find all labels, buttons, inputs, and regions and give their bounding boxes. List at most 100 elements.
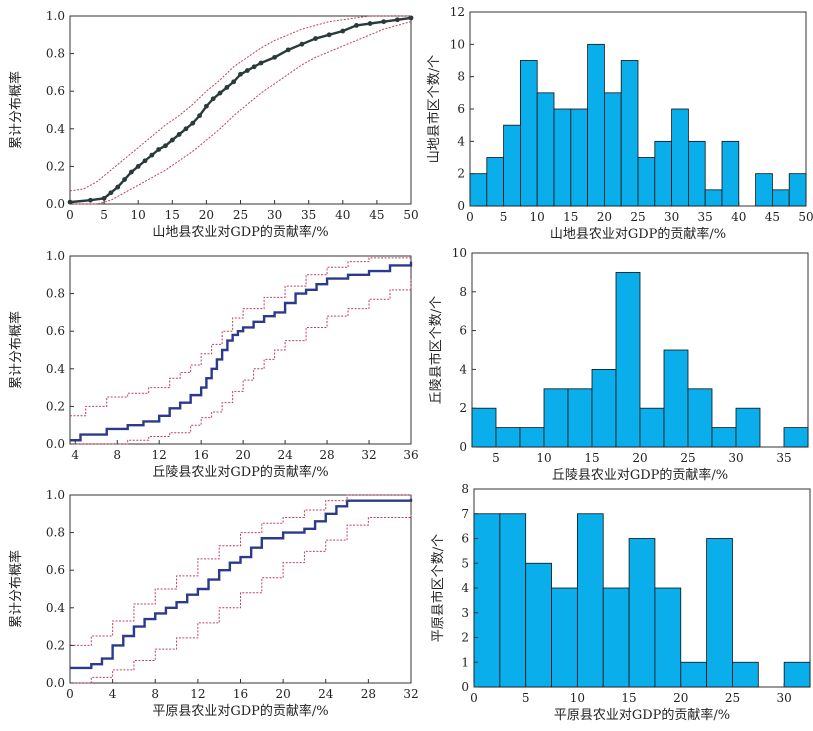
x-tick-label: 15 [584,451,599,465]
y-axis-label: 山地县市区个数/个 [426,55,442,163]
cdf-point [210,96,216,102]
x-tick-label: 20 [597,210,612,224]
histogram-bar [587,43,605,207]
x-tick-label: 35 [776,451,791,465]
x-tick-label: 5 [522,691,530,705]
histogram-bar [519,427,545,448]
cdf-point [128,169,134,175]
x-tick-label: 32 [403,687,418,701]
y-tick-label: 0.6 [46,84,65,98]
x-tick-label: 0 [470,691,478,705]
cdf-point [251,64,257,70]
x-tick-label: 20 [632,451,647,465]
cdf-upper-line [70,494,411,646]
y-tick-label: 0.2 [46,159,65,173]
y-tick-label: 2 [459,401,467,415]
y-tick-label: 0 [459,440,467,454]
cdf-point [394,17,400,23]
histogram-bar [520,60,538,207]
cdf-point [272,54,277,60]
x-tick-label: 5 [100,208,108,222]
histogram-bar [570,108,588,207]
cdf-point [122,177,127,182]
x-tick-label: 30 [664,210,679,224]
y-tick-label: 6 [457,102,465,116]
y-tick-label: 12 [450,5,465,19]
histogram-bar [620,60,639,207]
x-tick-label: 25 [233,208,248,222]
histogram-bar [637,157,656,207]
y-tick-label: 2 [461,631,469,645]
plot-frame [69,494,412,684]
x-tick-label: 30 [267,208,282,222]
cdf-point [381,19,387,25]
x-tick-label: 0 [66,687,74,701]
x-tick-label: 8 [151,687,159,701]
x-tick-label: 15 [165,208,180,222]
cdf-lower-line [70,278,412,445]
x-tick-label: 4 [109,687,117,701]
cdf-point [340,28,346,34]
y-tick-label: 0.2 [46,638,65,652]
histogram-bar [553,108,572,207]
histogram-bar [591,368,617,448]
hist-hilly-panel: 5 10 15 20 25 30 350246810丘陵县农业对GDP的贡献率/%丘陵县市区… [428,246,809,483]
histogram-bar [471,407,497,448]
x-axis-label: 平原县农业对GDP的贡献率/% [152,703,328,719]
histogram-bar [704,189,723,207]
x-tick-label: 12 [152,448,167,462]
x-tick-label: 20 [275,687,290,701]
cdf-point [163,143,168,149]
histogram-bar [688,140,706,207]
y-tick-label: 8 [459,285,467,299]
cdf-point [115,184,121,190]
y-tick-label: 8 [461,482,469,496]
histogram-bar [536,92,555,207]
cdf-empirical-line [70,498,413,670]
y-tick-label: 0.4 [46,122,65,136]
x-tick-label: 10 [530,210,545,224]
cdf-point [108,190,114,196]
cdf-point [176,132,182,137]
y-tick-label: 4 [459,362,467,376]
cdf-point [197,113,202,119]
cdf-plain-panel: 0 4 8 12 16 20 24 28 32 0.0 0.2 0.4 0.6 0.8 1.0 平原县农业对G… [8,488,419,719]
y-tick-label: 0.4 [46,362,65,376]
y-axis-label: 平原县市区个数/个 [430,534,446,642]
y-tick-label: 6 [459,324,467,338]
cdf-empirical-line [70,261,413,442]
x-axis-label: 平原县农业对GDP的贡献率/% [554,707,730,723]
x-tick-label: 35 [301,208,316,222]
y-tick-label: 1.0 [46,249,65,263]
histogram-bar [639,407,665,448]
x-tick-label: 12 [190,687,205,701]
x-axis-label: 丘陵县农业对GDP的贡献率/% [152,464,328,480]
histogram-bar [543,388,569,448]
x-tick-label: 45 [765,210,780,224]
x-tick-label: 24 [318,687,334,701]
histogram-bar [654,140,672,207]
hist-plain-panel: 0 5 10 15 20 25 30 0 1 2 3 4 5 6 7 8 平原县农业对GDP的贡献率/% 平原县市… [430,482,811,723]
histogram-bar [772,189,790,207]
histogram-bar [525,562,552,688]
y-tick-label: 7 [461,507,469,521]
x-tick-label: 30 [777,691,792,705]
x-tick-label: 20 [199,208,214,222]
y-tick-label: 6 [461,532,469,546]
y-tick-label: 0.4 [46,601,65,615]
histogram-bar [687,388,713,448]
cdf-point [285,47,291,53]
y-axis-label: 累计分布概率 [8,311,24,389]
y-axis-label: 累计分布概率 [8,550,24,628]
x-tick-label: 28 [361,687,376,701]
x-tick-label: 20 [235,448,250,462]
histogram-bar [671,108,689,207]
x-tick-label: 15 [563,210,578,224]
histogram-bar [469,173,488,207]
x-tick-label: 32 [361,448,376,462]
x-tick-label: 25 [680,451,695,465]
x-tick-label: 25 [725,691,740,705]
y-tick-label: 0.0 [46,676,65,690]
y-tick-label: 4 [461,581,469,595]
